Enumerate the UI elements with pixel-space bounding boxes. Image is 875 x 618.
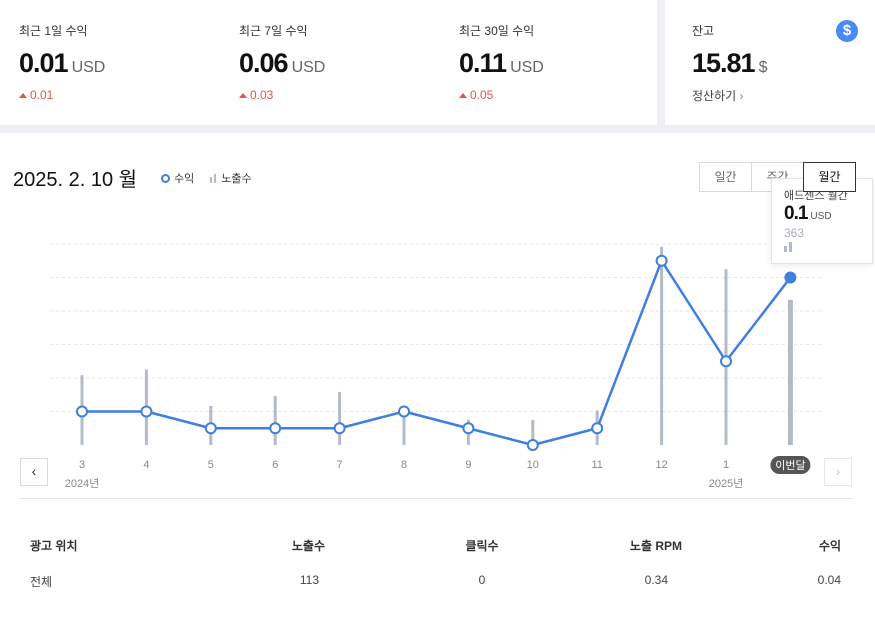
settle-link[interactable]: 정산하기 › [692,89,744,103]
x-tick-label: 10 [527,459,539,471]
revenue-point [333,422,346,435]
x-tick-label: 1 [723,459,729,471]
revenue-line [82,259,792,447]
stat-change: 0.05 [459,88,493,102]
tooltip-title: 애드센스 월간 [784,190,848,202]
stat-label: 최근 30일 수익 [459,24,535,38]
stat-value: 0.11 USD [459,48,544,78]
chart-tooltip: 애드센스 월간 0.1 USD 363 [771,178,873,264]
col-header-revenue: 수익 [818,539,841,553]
x-tick-label: 4 [143,459,149,471]
revenue-chart: 3 4 5 6 7 8 9 10 11 12 1 이번달 2024년 2025년 [50,243,822,490]
year-label: 2024년 [65,477,100,490]
col-header-rpm: 노출 RPM [629,539,682,553]
revenue-point [655,254,668,267]
impressions-bar [338,391,342,445]
x-tick-label: 9 [465,459,471,471]
x-tick-label: 5 [208,459,214,471]
impressions-bar [402,405,406,445]
cell-rpm: 0.34 [644,573,668,587]
impressions-legend-icon [210,173,217,183]
stat-change: 0.03 [239,88,273,102]
chart-title: 2025. 2. 10 월 [13,169,138,191]
cell-placement: 전체 [30,575,53,589]
col-header-impressions: 노출수 [291,539,325,553]
revenue-point [76,405,88,418]
x-tick-label: 3 [79,459,85,471]
cell-clicks: 0 [478,573,486,587]
tab-daily[interactable]: 일간 [699,162,752,192]
impressions-icon [784,242,792,252]
next-button[interactable]: › [824,458,852,486]
up-arrow-icon [19,93,27,98]
stat-value: 0.01 USD [19,48,106,78]
x-tick-label: 8 [401,459,407,471]
x-tick-label: 11 [591,459,602,471]
x-tick-label: 이번달 [775,459,805,472]
prev-button[interactable]: ‹ [20,458,48,486]
revenue-point [140,405,153,418]
stat-value: 0.06 USD [239,48,326,78]
legend-impressions: 노출수 [221,173,252,185]
impressions-bar [531,419,535,445]
revenue-point [462,422,475,435]
revenue-point [720,355,732,368]
revenue-point [269,422,282,435]
dollar-icon: $ [836,20,858,42]
x-tick-label: 6 [272,459,278,471]
chevron-right-icon: › [739,89,744,103]
revenue-point [591,422,604,435]
impressions-bar [273,395,277,445]
x-tick-label: 12 [655,459,667,471]
col-header-placement: 광고 위치 [30,539,78,553]
chart-legend: 수익 노출수 [161,170,252,186]
x-tick-label: 7 [337,459,343,471]
tab-monthly[interactable]: 월간 [803,162,856,192]
tooltip-impressions: 363 [784,226,805,240]
tooltip-value: 0.1 USD [784,203,832,224]
divider [20,498,852,499]
revenue-legend-icon [161,173,170,183]
stat-label: 최근 1일 수익 [19,24,88,38]
revenue-point [784,271,797,284]
balance-card: 잔고 $ 15.81 $ 정산하기 › [665,0,875,125]
balance-value: 15.81 $ [692,48,768,78]
legend-revenue: 수익 [174,173,195,185]
revenue-point [526,439,539,451]
revenue-point [398,405,410,418]
revenue-point [204,422,217,435]
current-month-badge [770,456,811,474]
stat-label: 최근 7일 수익 [239,24,308,38]
impressions-bar [787,299,793,445]
up-arrow-icon [239,93,247,98]
cell-revenue: 0.04 [817,573,841,587]
stat-change: 0.01 [19,88,53,102]
year-label: 2025년 [709,477,744,490]
balance-label: 잔고 [692,24,715,38]
cell-impressions: 113 [299,573,319,587]
col-header-clicks: 클릭수 [465,539,499,553]
up-arrow-icon [459,93,467,98]
impressions-bar [660,246,664,445]
earnings-summary-card: 최근 1일 수익 0.01 USD 0.01 최근 7일 수익 0.06 USD 0… [0,0,657,125]
